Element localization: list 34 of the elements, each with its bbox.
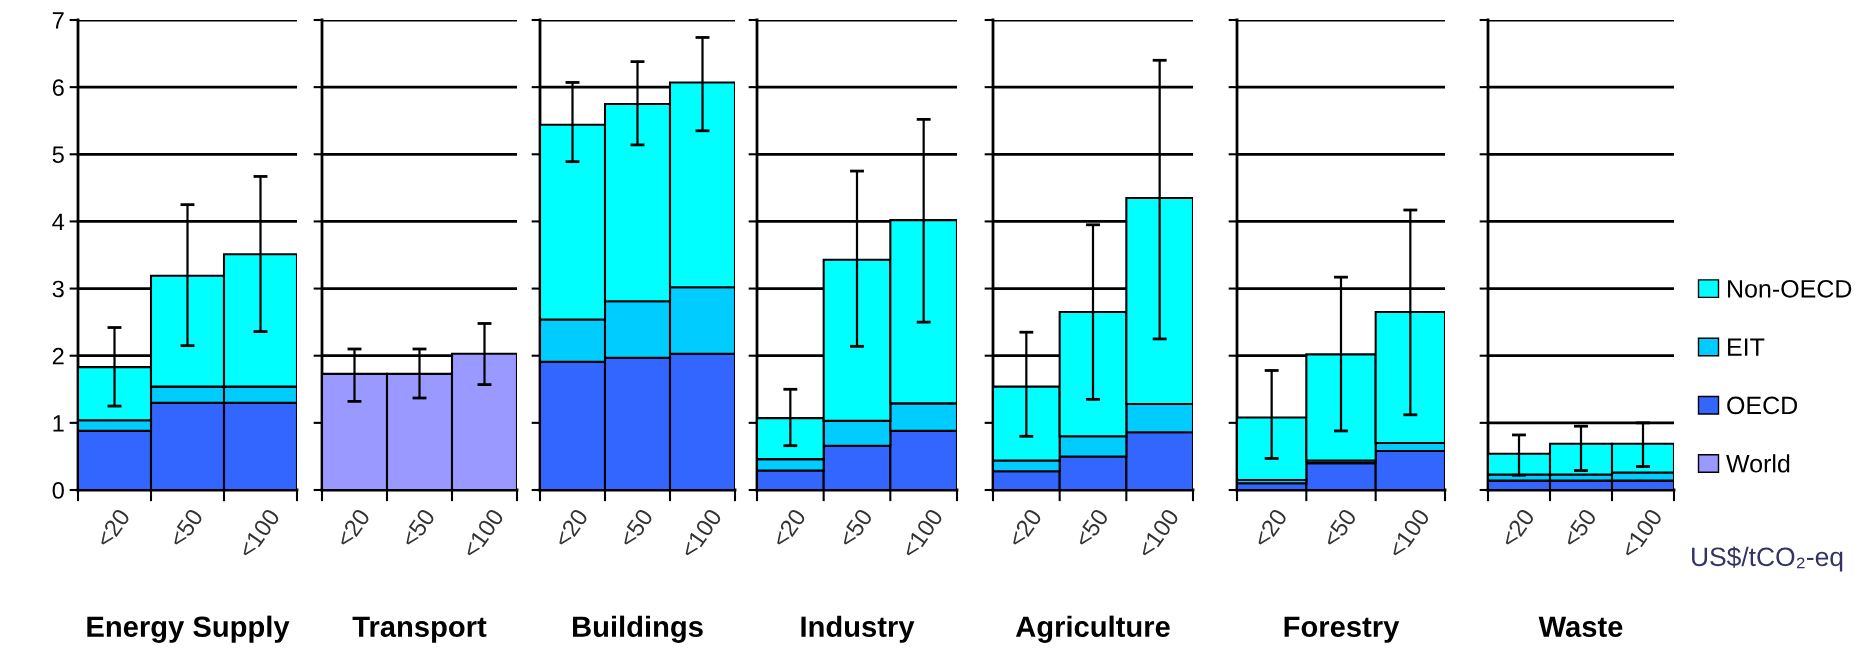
text: Energy Supply	[87, 615, 290, 643]
text: Industry	[801, 615, 915, 643]
y-tick-label: 6	[52, 79, 64, 96]
x-tick-label: <20	[1007, 507, 1043, 549]
y-tick-label: 7	[52, 12, 64, 29]
y-tick-label: 3	[52, 280, 64, 298]
legend-label: Non-OECD	[1728, 279, 1852, 298]
legend-label: World	[1726, 454, 1790, 473]
y-tick-label: 2	[52, 347, 64, 365]
text: Forestry	[1284, 616, 1400, 643]
x-axis-title: US$/tCO₂-eq	[1692, 546, 1843, 572]
y-tick-label: 0	[52, 482, 64, 499]
text: Agriculture	[1015, 615, 1170, 643]
x-tick-label: <20	[771, 507, 807, 549]
x-tick-label: <50	[168, 507, 204, 549]
y-tick-label: 1	[53, 415, 64, 432]
x-tick-label: <50	[400, 507, 436, 549]
text: Waste	[1538, 616, 1623, 638]
x-tick-label: <20	[553, 507, 589, 549]
legend-label: OECD	[1727, 396, 1798, 415]
x-tick-label: <20	[95, 507, 131, 549]
y-tick-label: 5	[52, 146, 64, 164]
x-tick-label: <20	[1499, 507, 1536, 549]
x-tick-label: <50	[1073, 507, 1110, 549]
x-tick-label: <50	[618, 507, 654, 549]
x-tick-label: <50	[837, 507, 874, 549]
x-tick-label: <20	[335, 507, 371, 549]
legend-label: EIT	[1728, 338, 1765, 356]
x-tick-label: <20	[1252, 507, 1288, 549]
x-tick-label: <50	[1561, 507, 1598, 549]
x-tick-label: <50	[1321, 507, 1358, 549]
text: Transport	[352, 616, 487, 643]
text: Buildings	[573, 615, 703, 643]
y-tick-label: 4	[52, 213, 65, 230]
